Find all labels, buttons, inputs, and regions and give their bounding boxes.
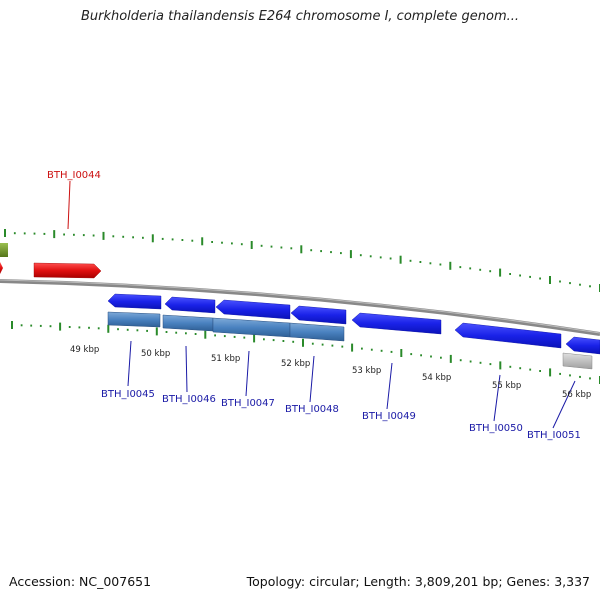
- feature-bth-i0047[interactable]: [212, 317, 291, 338]
- chromosome-backbone-highlight: [0, 279, 600, 334]
- kbp-label: 53 kbp: [352, 366, 381, 376]
- map-title: Burkholderia thailandensis E264 chromoso…: [80, 9, 520, 24]
- gene-label-bth-i0044[interactable]: BTH_I0044: [47, 170, 101, 181]
- gene-bth-i0050-arrow[interactable]: [454, 322, 562, 349]
- leader-bth-i0051: [552, 380, 576, 429]
- gene-bth-i0051-arrow[interactable]: [565, 336, 600, 355]
- kbp-label: 51 kbp: [211, 354, 240, 364]
- kbp-label: 55 kbp: [492, 381, 521, 391]
- leader-bth-i0044: [67, 180, 71, 230]
- leader-bth-i0045: [127, 340, 132, 387]
- gene-bth-i0044[interactable]: [33, 262, 102, 279]
- feature-bth-i0051-gray[interactable]: [562, 352, 593, 370]
- kbp-label: 52 kbp: [281, 359, 310, 369]
- inner-tick-track: [11, 321, 600, 384]
- leader-bth-i0047: [245, 350, 250, 397]
- kbp-label: 49 kbp: [70, 345, 99, 355]
- gene-label-bth-i0050[interactable]: BTH_I0050: [469, 423, 523, 434]
- outer-tick-track: [4, 229, 600, 292]
- chromosome-backbone: [0, 279, 600, 336]
- gene-bth-i0048-arrow[interactable]: [290, 305, 347, 325]
- kbp-label: 54 kbp: [422, 373, 451, 383]
- kbp-label: 56 kbp: [562, 390, 591, 400]
- gene-label-bth-i0046[interactable]: BTH_I0046: [162, 394, 216, 405]
- gene-label-bth-i0047[interactable]: BTH_I0047: [221, 398, 275, 409]
- leader-bth-i0050: [493, 374, 501, 422]
- accession-label: Accession: NC_007651: [9, 574, 152, 589]
- gene-label-bth-i0051[interactable]: BTH_I0051: [527, 430, 581, 441]
- feature-bth-i0048[interactable]: [289, 322, 345, 342]
- gene-red-arrow-left[interactable]: [0, 262, 3, 274]
- kbp-label: 50 kbp: [141, 349, 170, 359]
- gene-label-bth-i0048[interactable]: BTH_I0048: [285, 404, 339, 415]
- leader-bth-i0048: [309, 355, 315, 403]
- gene-bth-i0047-arrow[interactable]: [215, 299, 291, 320]
- gene-bth-i0046-arrow[interactable]: [164, 296, 216, 314]
- gene-bth-i0049-arrow[interactable]: [351, 312, 442, 335]
- feature-bth-i0046[interactable]: [162, 314, 214, 332]
- gene-label-bth-i0045[interactable]: BTH_I0045: [101, 389, 155, 400]
- topology-label: Topology: circular; Length: 3,809,201 bp…: [246, 574, 590, 589]
- leader-bth-i0049: [386, 362, 393, 410]
- gene-bth-i0045-arrow[interactable]: [107, 293, 162, 310]
- leader-bth-i0046: [185, 345, 188, 393]
- feature-bth-i0045[interactable]: [107, 311, 161, 328]
- gene-label-bth-i0049[interactable]: BTH_I0049: [362, 411, 416, 422]
- gene-other-partial[interactable]: [0, 243, 8, 257]
